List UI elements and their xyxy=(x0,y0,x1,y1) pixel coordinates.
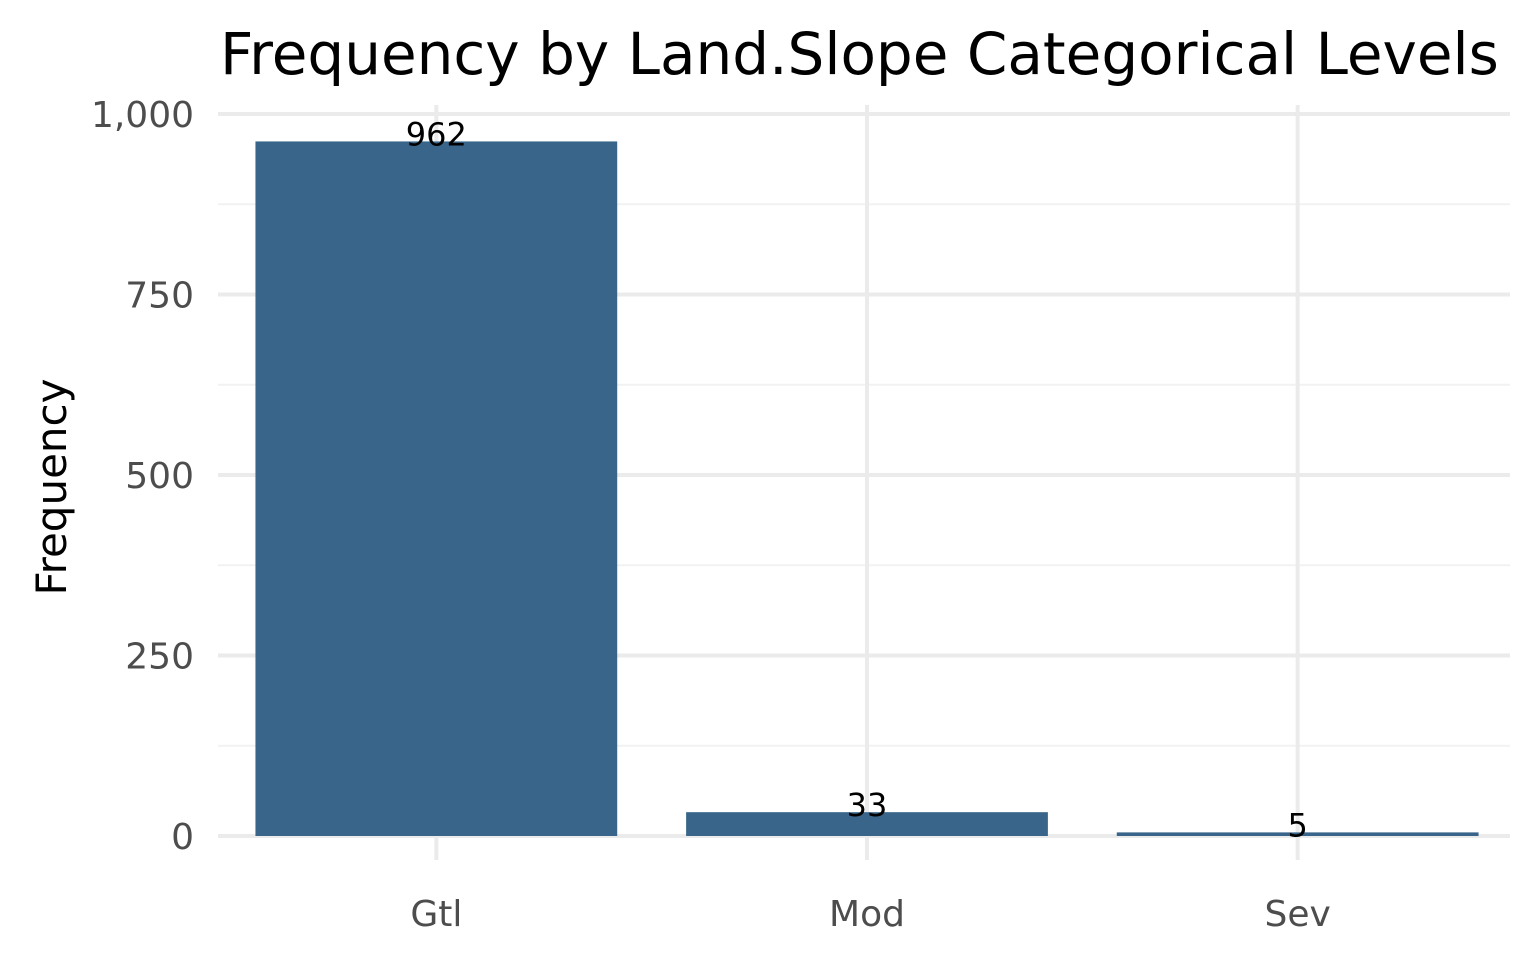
bars xyxy=(255,141,1479,836)
data-label-mod: 33 xyxy=(847,786,888,824)
bar-sev xyxy=(1116,832,1479,836)
data-label-sev: 5 xyxy=(1287,806,1307,844)
x-axis-ticks: Gtl Mod Sev xyxy=(410,894,1330,935)
y-axis-title: Frequency xyxy=(27,379,76,596)
x-tick-label: Mod xyxy=(829,894,905,935)
bar-mod xyxy=(686,812,1048,836)
bar-gtl xyxy=(255,141,618,836)
bar-labels: 962 33 5 xyxy=(406,115,1308,844)
y-tick-label: 0 xyxy=(171,817,194,858)
y-tick-label: 750 xyxy=(125,276,194,317)
y-tick-label: 250 xyxy=(125,637,194,678)
y-tick-label: 500 xyxy=(125,456,194,497)
chart-title: Frequency by Land.Slope Categorical Leve… xyxy=(220,20,1499,88)
x-tick-label: Sev xyxy=(1265,894,1331,935)
x-tick-label: Gtl xyxy=(410,894,462,935)
data-label-gtl: 962 xyxy=(406,115,467,153)
y-tick-label: 1,000 xyxy=(91,95,194,136)
y-axis-ticks: 0 250 500 750 1,000 xyxy=(91,95,194,858)
